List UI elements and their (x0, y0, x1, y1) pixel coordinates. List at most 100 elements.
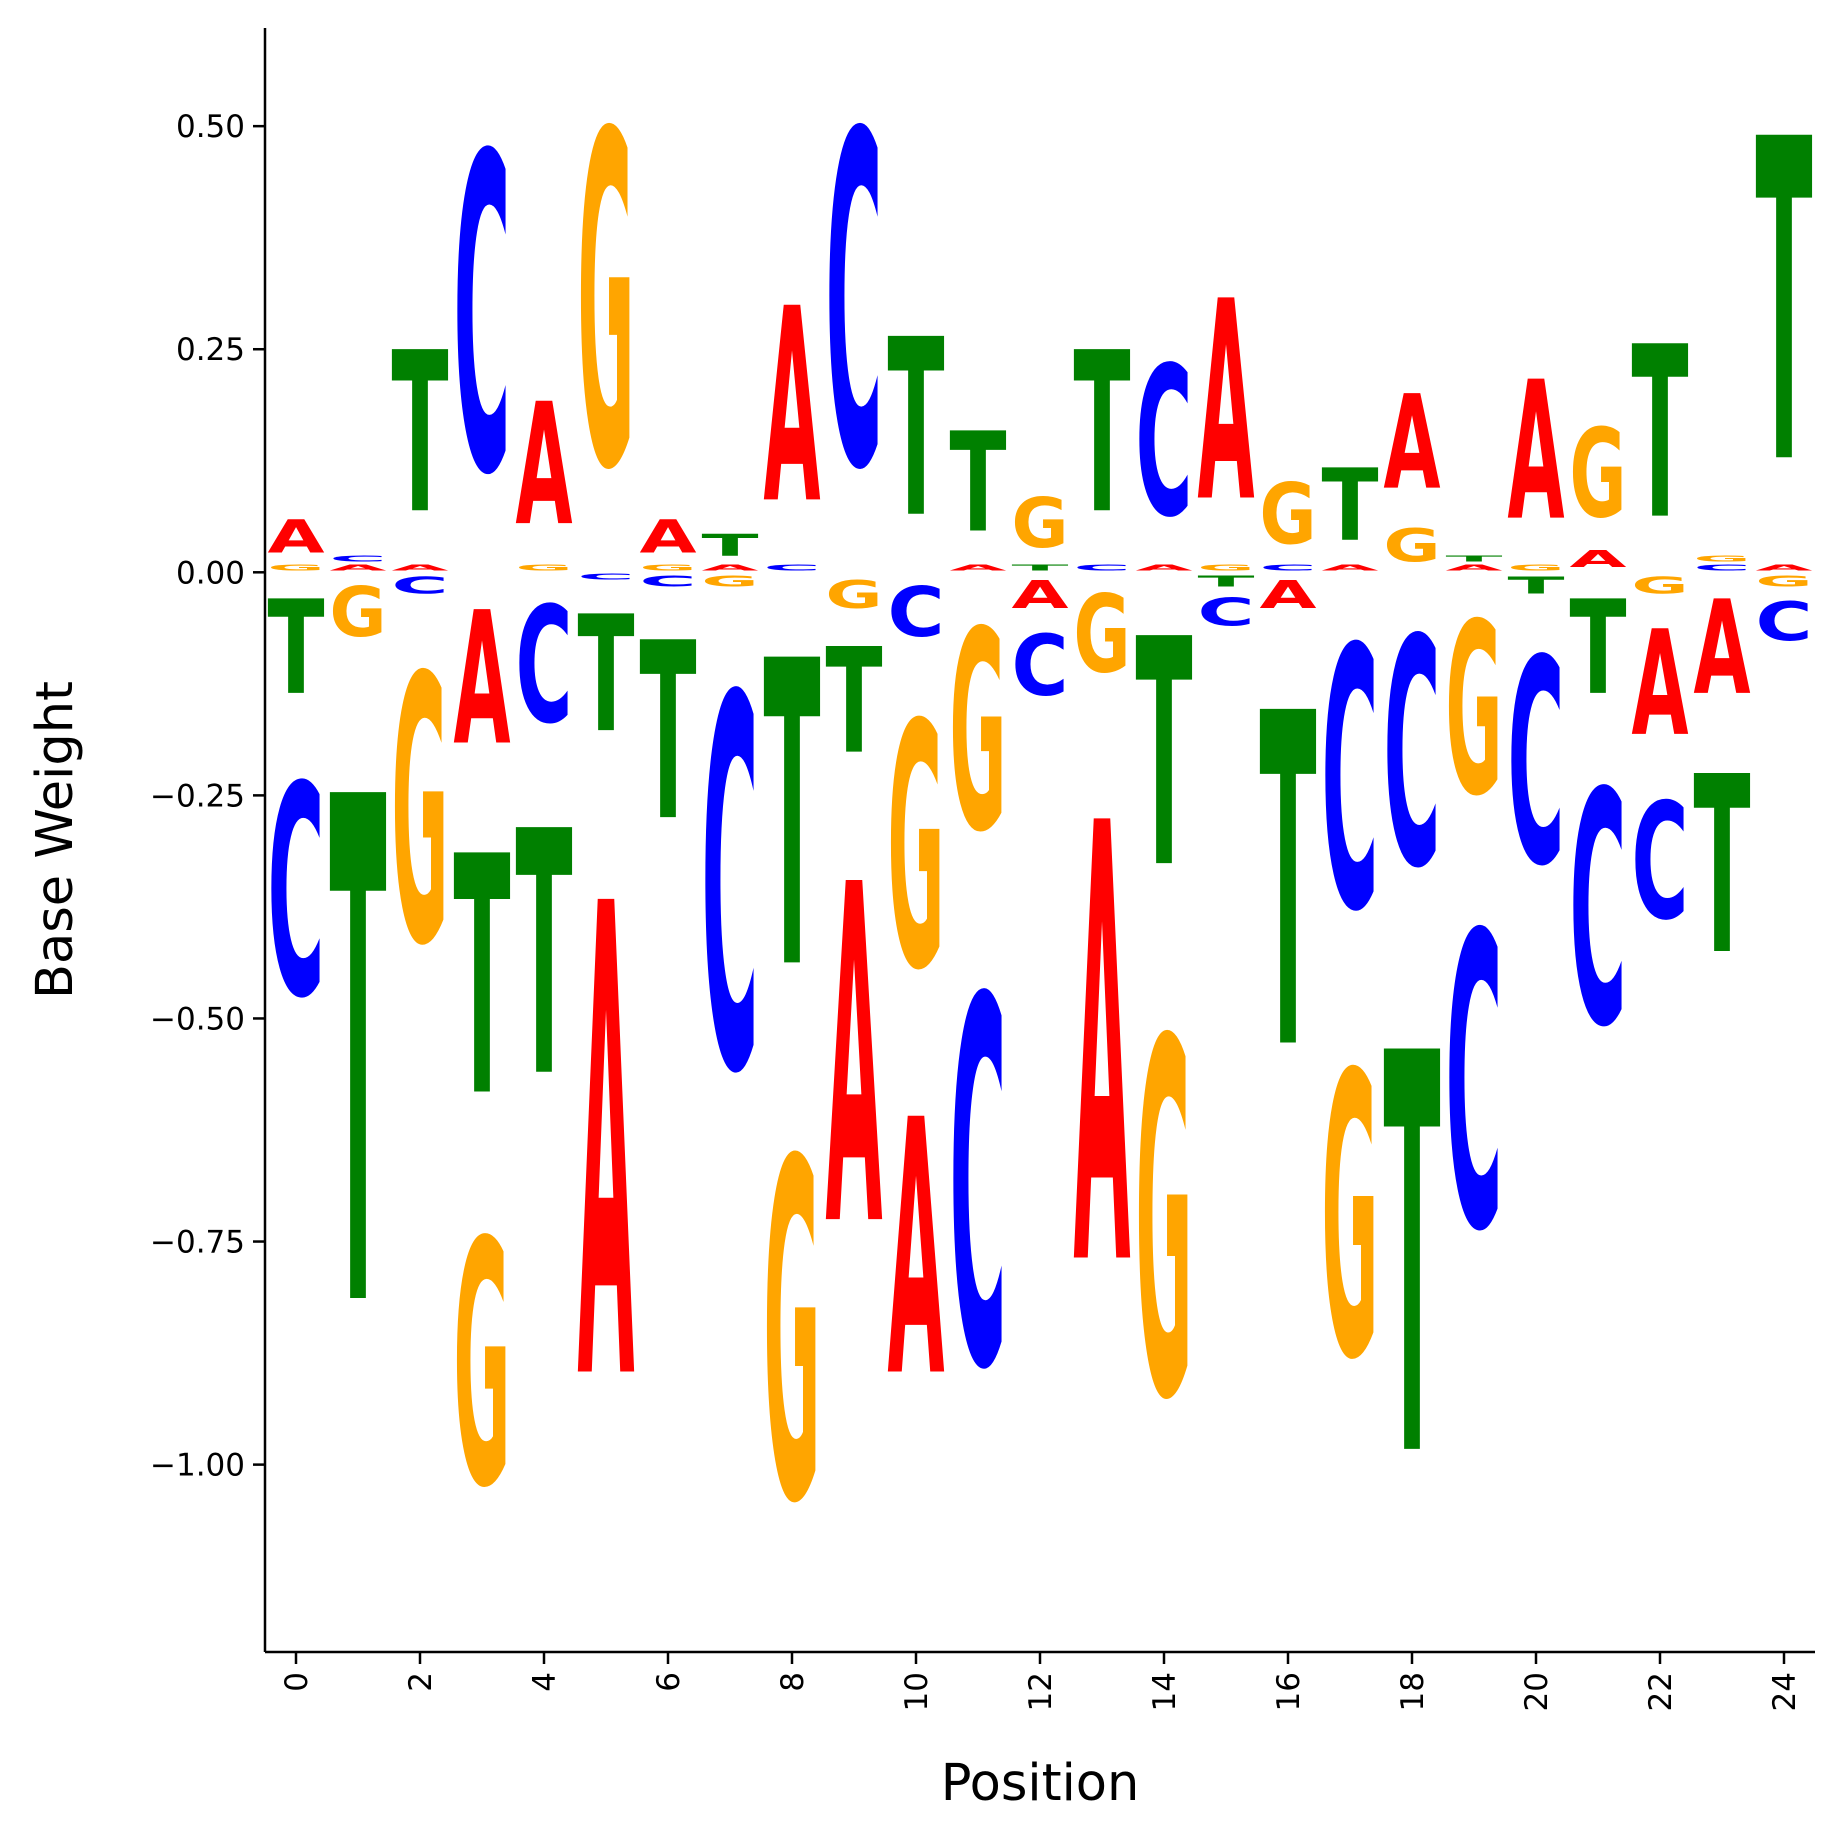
logo-letters: GATCACGTATCGCATGGACTGCTAGACTATGCCATGCGTA… (267, 39, 1813, 1607)
letter-g-glyph: G (763, 1065, 820, 1606)
letter-g-glyph: G (1383, 519, 1440, 573)
x-tick-label: 4 (527, 1672, 563, 1692)
letter-c-glyph: C (1569, 725, 1626, 1097)
x-tick-label: 12 (1023, 1672, 1059, 1711)
y-tick-label: 0.50 (176, 109, 245, 145)
x-tick-label: 18 (1395, 1672, 1431, 1711)
letter-a-glyph: A (1755, 563, 1813, 572)
letter-c-glyph: C (1011, 618, 1068, 716)
letter-g-glyph: G (391, 601, 448, 1028)
y-ticks: 0.50 0.25 0.00 −0.25 −0.50 −0.75 −1.00 (150, 109, 265, 1484)
letter-a-glyph: A (949, 563, 1007, 572)
letter-c-glyph: C (1507, 600, 1564, 929)
x-tick-label: 0 (279, 1672, 315, 1692)
letter-g-glyph: G (1507, 563, 1564, 572)
x-tick-label: 22 (1643, 1672, 1679, 1711)
letter-t-glyph: T (1631, 296, 1688, 572)
x-tick-label: 24 (1767, 1672, 1803, 1711)
letter-c-glyph: C (1259, 564, 1316, 573)
letter-a-glyph: A (1011, 573, 1069, 617)
x-tick-label: 6 (651, 1672, 687, 1692)
letter-g-glyph: G (1631, 573, 1688, 600)
letter-a-glyph: A (701, 563, 759, 572)
letter-g-glyph: G (453, 1172, 510, 1563)
letter-t-glyph: T (391, 307, 448, 564)
y-tick-label: −0.25 (150, 778, 245, 814)
y-tick-label: −0.50 (150, 1001, 245, 1037)
letter-g-glyph: G (825, 573, 882, 617)
letter-g-glyph: G (1321, 993, 1378, 1445)
letter-c-glyph: C (515, 572, 572, 759)
letter-c-glyph: C (1755, 590, 1812, 652)
x-tick-label: 14 (1147, 1672, 1183, 1711)
letter-g-glyph: G (1073, 573, 1130, 697)
y-tick-label: −1.00 (150, 1448, 245, 1484)
letter-g-glyph: G (949, 574, 1006, 893)
x-tick-label: 8 (775, 1672, 811, 1692)
letter-a-glyph: A (453, 572, 510, 786)
letter-c-glyph: C (1383, 574, 1440, 938)
letter-g-glyph: G (267, 563, 324, 572)
letter-g-glyph: G (887, 654, 944, 1045)
letter-g-glyph: G (1755, 572, 1812, 590)
letter-g-glyph: G (1011, 484, 1068, 564)
letter-a-glyph: A (1507, 342, 1564, 564)
letter-t-glyph: T (1569, 573, 1626, 724)
letter-c-glyph: C (1445, 850, 1502, 1321)
letter-g-glyph: G (515, 563, 572, 572)
letter-g-glyph: G (1259, 467, 1316, 564)
letter-a-glyph: A (1569, 545, 1626, 572)
letter-c-glyph: C (1631, 769, 1688, 956)
letter-t-glyph: T (1197, 573, 1254, 591)
letter-c-glyph: C (701, 593, 758, 1187)
letter-a-glyph: A (267, 511, 325, 564)
letter-g-glyph: G (1693, 554, 1750, 563)
y-tick-label: 0.25 (176, 332, 245, 368)
letter-t-glyph: T (267, 573, 324, 724)
letter-c-glyph: C (453, 64, 510, 571)
letter-g-glyph: G (1135, 940, 1192, 1508)
letter-a-glyph: A (1073, 700, 1131, 1400)
letter-a-glyph: A (825, 788, 883, 1330)
x-tick-label: 20 (1519, 1672, 1555, 1711)
letter-t-glyph: T (1321, 448, 1378, 564)
letter-a-glyph: A (887, 1046, 944, 1454)
x-ticks: 0 2 4 6 8 10 12 14 16 18 20 22 24 (279, 1652, 1803, 1711)
letter-c-glyph: C (1321, 574, 1378, 991)
letter-t-glyph: T (1259, 618, 1316, 1151)
letter-t-glyph: T (1693, 726, 1750, 1010)
x-tick-label: 16 (1271, 1672, 1307, 1711)
letter-a-glyph: A (1259, 573, 1317, 617)
letter-c-glyph: C (639, 573, 696, 591)
letter-t-glyph: T (577, 582, 634, 769)
x-tick-label: 2 (403, 1672, 439, 1692)
letter-g-glyph: G (577, 39, 634, 572)
letter-g-glyph: G (1445, 574, 1502, 849)
letter-t-glyph: T (1507, 573, 1564, 600)
letter-a-glyph: A (329, 563, 387, 572)
letter-t-glyph: T (887, 289, 944, 573)
letter-t-glyph: T (639, 592, 696, 876)
letter-t-glyph: T (1011, 563, 1069, 572)
letter-g-glyph: G (1569, 404, 1626, 545)
letter-t-glyph: T (1445, 554, 1503, 563)
letter-a-glyph: A (515, 368, 572, 564)
letter-t-glyph: T (949, 404, 1006, 563)
letter-a-glyph: A (1383, 367, 1440, 518)
letter-c-glyph: C (1073, 564, 1130, 573)
letter-g-glyph: G (329, 574, 386, 654)
letter-t-glyph: T (1383, 939, 1440, 1579)
letter-t-glyph: T (329, 654, 386, 1463)
letter-c-glyph: C (1693, 564, 1750, 573)
y-tick-label: 0.00 (176, 555, 245, 591)
letter-a-glyph: A (1135, 563, 1193, 572)
letter-a-glyph: A (639, 511, 697, 564)
letter-t-glyph: T (701, 528, 758, 563)
letter-c-glyph: C (267, 726, 324, 1063)
letter-t-glyph: T (515, 760, 572, 1151)
letter-t-glyph: T (763, 574, 820, 1062)
letter-c-glyph: C (949, 895, 1006, 1481)
axes: 0.500.250.00−0.25−0.50−0.75−1.00 0 2 4 6 8 10… (150, 28, 1815, 1711)
letter-c-glyph: C (1135, 323, 1192, 562)
